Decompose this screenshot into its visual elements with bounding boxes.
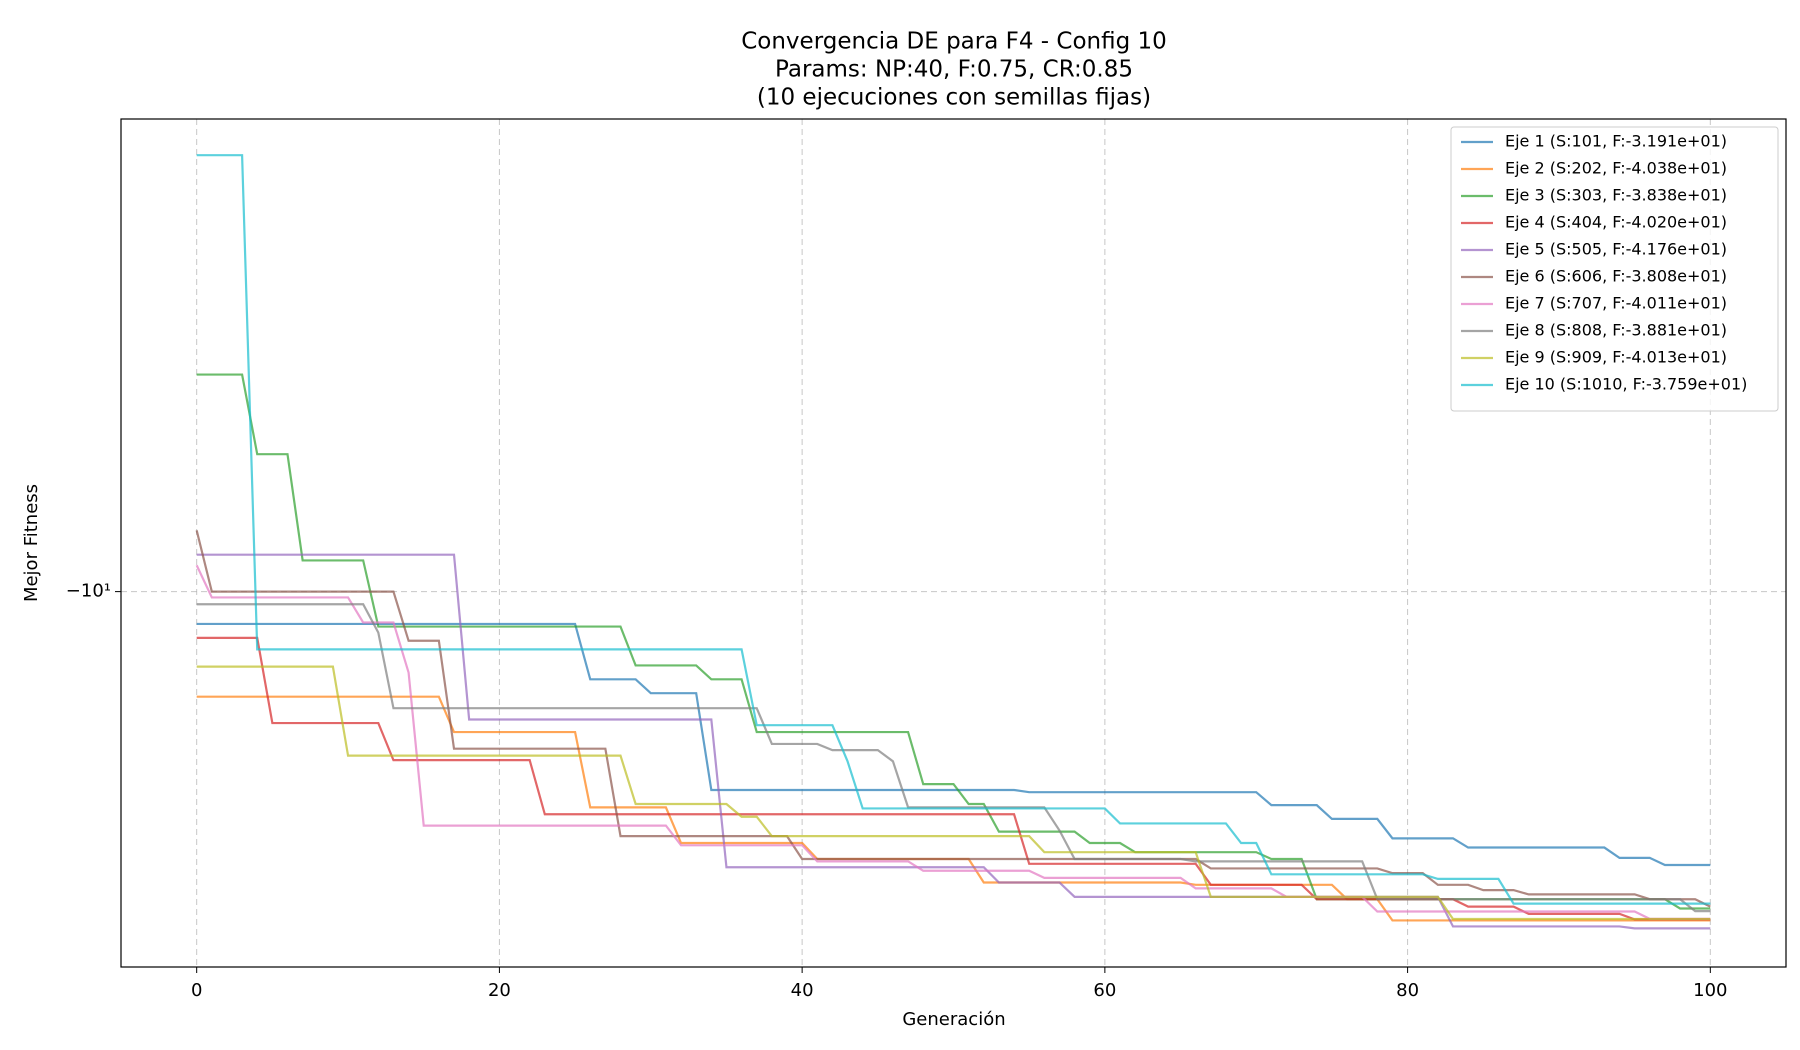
legend-label: Eje 7 (S:707, F:-4.011e+01) — [1505, 294, 1727, 313]
series-line — [196, 553, 1711, 930]
x-tick-label: 0 — [191, 980, 202, 1001]
legend-label: Eje 6 (S:606, F:-3.808e+01) — [1505, 267, 1727, 286]
series-line — [195, 530, 1711, 908]
plot-frame — [120, 118, 1787, 968]
legend-label: Eje 9 (S:909, F:-4.013e+01) — [1505, 348, 1727, 367]
chart-title: Convergencia DE para F4 - Config 10 — [741, 29, 1167, 55]
legend-label: Eje 3 (S:303, F:-3.838e+01) — [1505, 186, 1727, 205]
legend-label: Eje 1 (S:101, F:-3.191e+01) — [1505, 132, 1727, 151]
y-tick-label: −10¹ — [66, 581, 111, 602]
x-tick-label: 60 — [1093, 980, 1116, 1001]
x-tick-label: 80 — [1396, 980, 1419, 1001]
legend-label: Eje 2 (S:202, F:-4.038e+01) — [1505, 159, 1727, 178]
legend-box — [1450, 126, 1779, 412]
legend-label: Eje 4 (S:404, F:-4.020e+01) — [1505, 213, 1727, 232]
y-axis-label: Mejor Fitness — [21, 484, 42, 602]
series-line — [196, 665, 1711, 921]
legend-label: Eje 5 (S:505, F:-4.176e+01) — [1505, 240, 1727, 259]
series-line — [196, 636, 1711, 921]
chart-subtitle: Params: NP:40, F:0.75, CR:0.85 — [775, 57, 1133, 83]
legend-label: Eje 10 (S:1010, F:-3.759e+01) — [1505, 375, 1747, 394]
series-line — [195, 564, 1711, 920]
chart-subtitle: (10 ejecuciones con semillas fijas) — [757, 85, 1151, 111]
legend-label: Eje 8 (S:808, F:-3.881e+01) — [1505, 321, 1727, 340]
x-axis-label: Generación — [902, 1009, 1005, 1030]
legend: Eje 1 (S:101, F:-3.191e+01) Eje 2 (S:202,… — [1450, 126, 1779, 412]
series-line — [196, 622, 1711, 867]
series-line — [196, 154, 1711, 905]
x-tick-label: 20 — [488, 980, 511, 1001]
x-tick-label: 40 — [791, 980, 814, 1001]
x-tick-label: 100 — [1693, 980, 1727, 1001]
